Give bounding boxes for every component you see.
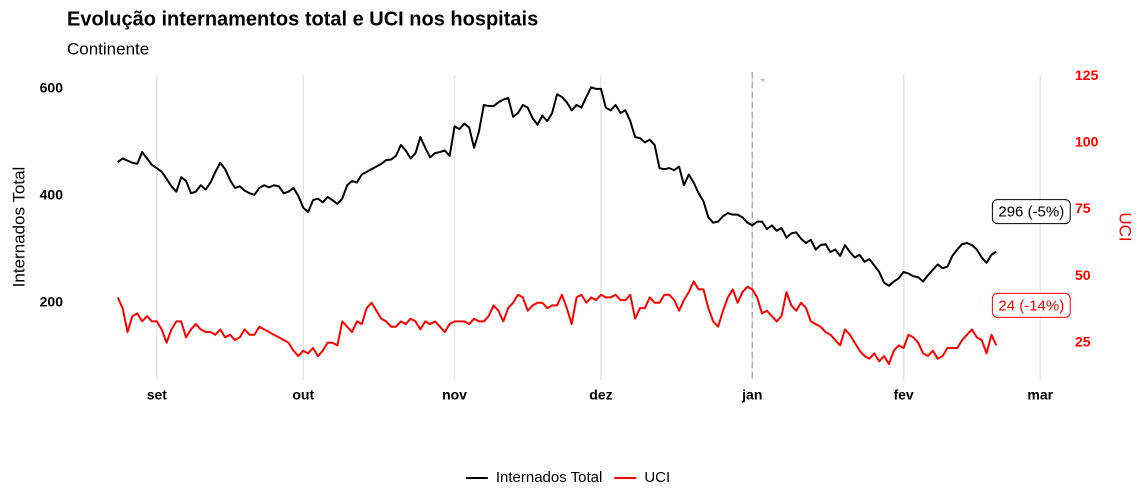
x-tick-label: out xyxy=(292,387,314,403)
x-tick-label: mar xyxy=(1027,387,1053,403)
y2-tick-label: 50 xyxy=(1075,267,1091,283)
y-tick-label: 600 xyxy=(40,80,64,96)
end-label-text: 24 (-14%) xyxy=(998,297,1064,314)
x-tick-label: nov xyxy=(442,387,467,403)
end-label-text: 296 (-5%) xyxy=(998,204,1064,221)
y2-axis-label: UCI xyxy=(1116,212,1135,241)
legend-item: Internados Total xyxy=(465,469,602,486)
end-label: 24 (-14%) xyxy=(991,292,1071,318)
x-tick-label: dez xyxy=(589,387,612,403)
y2-tick-label: 100 xyxy=(1075,134,1099,150)
series-line xyxy=(116,280,998,366)
x-tick-label: set xyxy=(147,387,168,403)
y2-tick-label: 125 xyxy=(1075,67,1099,83)
end-label-box xyxy=(991,292,1071,318)
legend-label: Internados Total xyxy=(496,469,602,486)
end-label: 296 (-5%) xyxy=(991,199,1071,225)
x-tick-label: jan xyxy=(741,387,762,403)
chart-title: Evolução internamentos total e UCI nos h… xyxy=(67,8,538,30)
legend-item: UCI xyxy=(614,469,670,486)
annotation: * xyxy=(760,74,765,89)
legend-label: UCI xyxy=(644,469,670,486)
y2-tick-label: 25 xyxy=(1075,333,1091,349)
y-axis-label: Internados Total xyxy=(9,167,28,288)
end-label-box xyxy=(991,199,1071,225)
series-line xyxy=(117,86,997,287)
chart-subtitle: Continente xyxy=(67,39,149,58)
x-tick-label: fev xyxy=(893,387,913,403)
y2-tick-label: 75 xyxy=(1075,200,1091,216)
y-tick-label: 200 xyxy=(40,294,64,310)
y-tick-label: 400 xyxy=(40,187,64,203)
